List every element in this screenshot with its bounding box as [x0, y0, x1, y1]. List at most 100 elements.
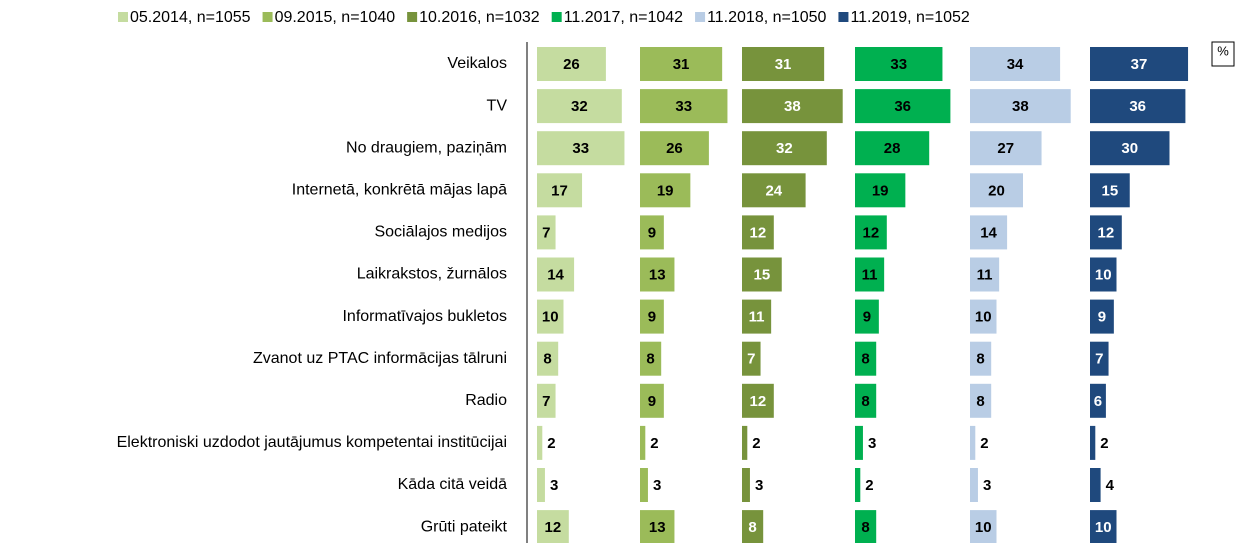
value-label: 8	[861, 519, 869, 536]
value-label: 37	[1131, 56, 1148, 73]
value-label: 13	[649, 519, 666, 536]
value-label: 15	[1102, 182, 1119, 199]
bar	[970, 89, 1071, 124]
bar	[742, 341, 761, 376]
value-label: 2	[980, 435, 988, 452]
value-label: 26	[666, 140, 683, 157]
value-label: 11	[862, 266, 878, 283]
value-label: 12	[750, 224, 767, 241]
bar	[640, 131, 709, 166]
bar	[1090, 131, 1170, 166]
bar	[742, 257, 782, 292]
bar	[855, 341, 877, 376]
bar	[1090, 257, 1117, 292]
bar	[537, 510, 569, 543]
bar	[537, 47, 606, 81]
bar	[537, 425, 543, 460]
bar	[970, 215, 1008, 250]
value-label: 27	[997, 140, 1014, 157]
bar	[742, 215, 774, 250]
bar	[537, 257, 575, 292]
value-label: 20	[988, 182, 1005, 199]
bar	[537, 341, 559, 376]
value-label: 7	[1095, 351, 1103, 368]
value-label: 9	[1098, 309, 1106, 326]
bar	[1090, 173, 1130, 208]
bar	[970, 131, 1042, 166]
value-label: 10	[1095, 519, 1112, 536]
value-label: 9	[648, 224, 656, 241]
legend-swatch	[118, 12, 128, 22]
bar	[1090, 89, 1186, 124]
value-label: 4	[1106, 477, 1115, 494]
bar	[970, 510, 997, 543]
value-label: 2	[865, 477, 873, 494]
value-label: 8	[748, 519, 756, 536]
value-label: 12	[1098, 224, 1115, 241]
legend-label: 11.2019, n=1052	[850, 9, 969, 26]
bar	[1090, 341, 1109, 376]
bar	[640, 510, 675, 543]
bar	[537, 468, 545, 502]
bar	[970, 173, 1023, 208]
bar	[640, 89, 728, 124]
value-label: 6	[1094, 393, 1102, 410]
value-label: 12	[750, 393, 767, 410]
bar	[742, 131, 827, 166]
bar	[640, 47, 723, 81]
value-label: 31	[673, 56, 690, 73]
value-label: 14	[547, 266, 564, 283]
value-label: 8	[646, 351, 654, 368]
bar	[640, 341, 662, 376]
value-label: 7	[747, 351, 755, 368]
bar	[640, 299, 664, 334]
category-label: Elektroniski uzdodot jautājumus kompeten…	[117, 434, 507, 451]
bar	[537, 89, 622, 124]
bar	[537, 131, 625, 166]
value-label: 19	[657, 182, 674, 199]
bar	[855, 299, 879, 334]
value-label: 36	[1129, 98, 1146, 115]
value-label: 10	[1095, 266, 1112, 283]
value-label: 8	[861, 393, 869, 410]
bar	[640, 215, 664, 250]
bar	[970, 383, 992, 418]
bar	[742, 383, 774, 418]
bar	[970, 257, 1000, 292]
legend-label: 11.2017, n=1042	[564, 9, 683, 26]
value-label: 38	[1012, 98, 1029, 115]
value-label: 28	[884, 140, 901, 157]
value-label: 33	[890, 56, 907, 73]
value-label: 36	[894, 98, 911, 115]
value-label: 33	[572, 140, 589, 157]
value-label: 3	[653, 477, 661, 494]
legend-swatch	[407, 12, 418, 22]
value-label: 32	[776, 140, 793, 157]
bar	[855, 215, 887, 250]
value-label: 8	[976, 351, 984, 368]
legend-label: 11.2018, n=1050	[707, 9, 826, 26]
value-label: 3	[755, 477, 763, 494]
value-label: 26	[563, 56, 580, 73]
bar	[640, 425, 646, 460]
value-label: 13	[649, 266, 666, 283]
value-label: 31	[775, 56, 792, 73]
bar	[1090, 47, 1189, 81]
value-label: 38	[784, 98, 801, 115]
legend-label: 10.2016, n=1032	[419, 9, 540, 26]
bar	[855, 131, 930, 166]
legend-swatch	[695, 12, 706, 22]
value-label: 24	[765, 182, 782, 199]
bar	[855, 89, 951, 124]
category-label: TV	[487, 97, 508, 114]
legend-label: 09.2015, n=1040	[275, 9, 396, 26]
value-label: 9	[863, 309, 871, 326]
value-label: 32	[571, 98, 588, 115]
value-label: 17	[551, 182, 568, 199]
value-label: 7	[542, 393, 550, 410]
bar	[1090, 383, 1106, 418]
bar	[640, 383, 664, 418]
category-label: Radio	[465, 392, 507, 409]
value-label: 3	[868, 435, 876, 452]
bar	[640, 257, 675, 292]
